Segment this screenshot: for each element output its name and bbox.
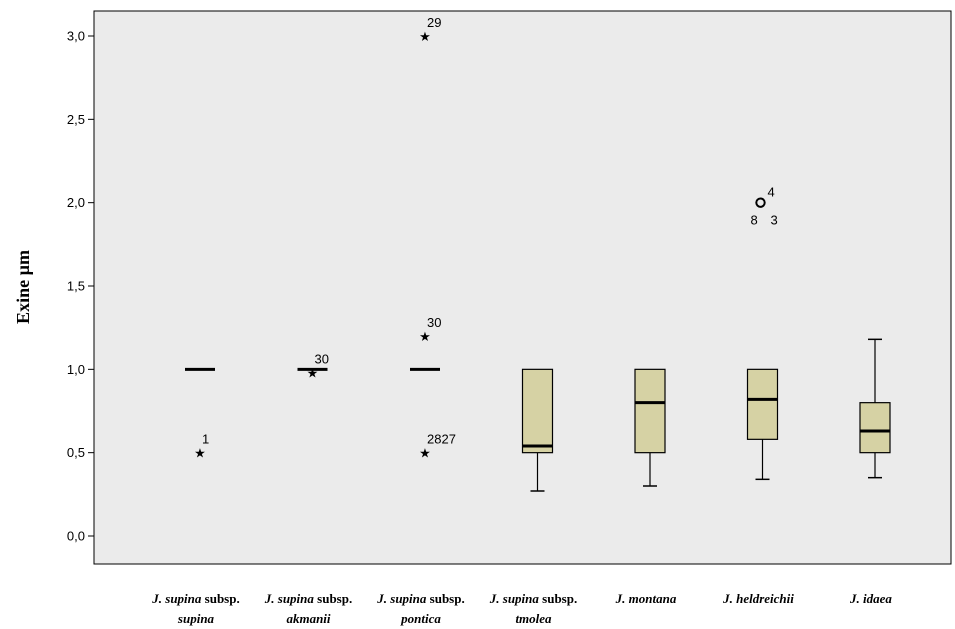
x-tick-label-subspecies-name: supina bbox=[177, 611, 215, 626]
y-tick-label: 2,5 bbox=[67, 112, 85, 127]
x-tick-label-subspecies: akmanii bbox=[286, 611, 330, 626]
outlier-star: ★ bbox=[419, 447, 431, 462]
box bbox=[634, 368, 666, 454]
x-tick-label: J. idaea bbox=[849, 591, 892, 606]
outlier-label: 30 bbox=[427, 315, 441, 330]
x-tick-label-subspecies: pontica bbox=[400, 611, 441, 626]
plot-area bbox=[93, 10, 952, 565]
x-tick-label: J. montana bbox=[615, 591, 677, 606]
outlier-label: 30 bbox=[315, 352, 329, 367]
box-group: ★30 bbox=[297, 352, 329, 382]
outlier-star: ★ bbox=[419, 330, 431, 345]
y-tick-label: 3,0 bbox=[67, 29, 85, 44]
outlier-star: ★ bbox=[419, 30, 431, 45]
outlier-label: 1 bbox=[202, 432, 209, 447]
box-group: ★1 bbox=[185, 367, 215, 462]
x-tick-label-species: J. idaea bbox=[849, 591, 892, 606]
x-tick-label: J. supina subsp. bbox=[376, 591, 464, 606]
box-group bbox=[634, 368, 666, 487]
outlier-label: 29 bbox=[427, 15, 441, 30]
x-tick-label-species: J. supina bbox=[264, 591, 315, 606]
box bbox=[746, 368, 779, 440]
box-group bbox=[859, 338, 891, 479]
outlier-label: 4 bbox=[768, 185, 775, 200]
x-tick-label-rank: subsp. bbox=[314, 591, 352, 606]
x-tick-label: J. heldreichii bbox=[722, 591, 794, 606]
x-tick-label-species: J. heldreichii bbox=[722, 591, 794, 606]
x-tick-label-species: J. supina bbox=[489, 591, 540, 606]
x-tick-label: J. supina subsp. bbox=[489, 591, 577, 606]
x-tick-label-subspecies-name: tmolea bbox=[515, 611, 552, 626]
outlier-star: ★ bbox=[307, 367, 319, 382]
y-tick-label: 0,5 bbox=[67, 445, 85, 460]
y-tick-label: 2,0 bbox=[67, 195, 85, 210]
y-axis: 0,0 0,5 1,0 1,5 2,0 2,5 3,0 bbox=[67, 11, 95, 564]
outlier-circle bbox=[755, 197, 766, 208]
x-tick-label-rank: subsp. bbox=[539, 591, 577, 606]
x-tick-label-rank: subsp. bbox=[201, 591, 239, 606]
x-tick-label: J. supina subsp. bbox=[264, 591, 352, 606]
y-tick-label: 1,5 bbox=[67, 279, 85, 294]
x-tick-label-subspecies: supina bbox=[177, 611, 215, 626]
x-tick-label-subspecies-name: akmanii bbox=[286, 611, 330, 626]
x-tick-label-subspecies: tmolea bbox=[515, 611, 552, 626]
outlier-label: 2827 bbox=[427, 432, 456, 447]
box-group: 48 3 bbox=[746, 185, 779, 481]
x-tick-label-species: J. supina bbox=[376, 591, 427, 606]
y-axis-label: Exine µm bbox=[13, 250, 33, 324]
outlier-star: ★ bbox=[194, 447, 206, 462]
outlier-label: 3 bbox=[771, 213, 778, 228]
box-group bbox=[521, 368, 554, 492]
y-tick-label: 0,0 bbox=[67, 529, 85, 544]
x-tick-label-species: J. montana bbox=[615, 591, 677, 606]
y-tick-label: 1,0 bbox=[67, 362, 85, 377]
x-tick-label-subspecies-name: pontica bbox=[400, 611, 441, 626]
x-tick-label: J. supina subsp. bbox=[151, 591, 239, 606]
box bbox=[859, 402, 891, 454]
box-group: ★29★30★2827 bbox=[410, 15, 456, 462]
outlier-label: 8 bbox=[751, 213, 758, 228]
box bbox=[521, 368, 554, 454]
x-tick-label-rank: subsp. bbox=[426, 591, 464, 606]
x-axis: J. supina subsp. supina J. supina subsp. ak… bbox=[151, 591, 892, 626]
x-tick-label-species: J. supina bbox=[151, 591, 202, 606]
